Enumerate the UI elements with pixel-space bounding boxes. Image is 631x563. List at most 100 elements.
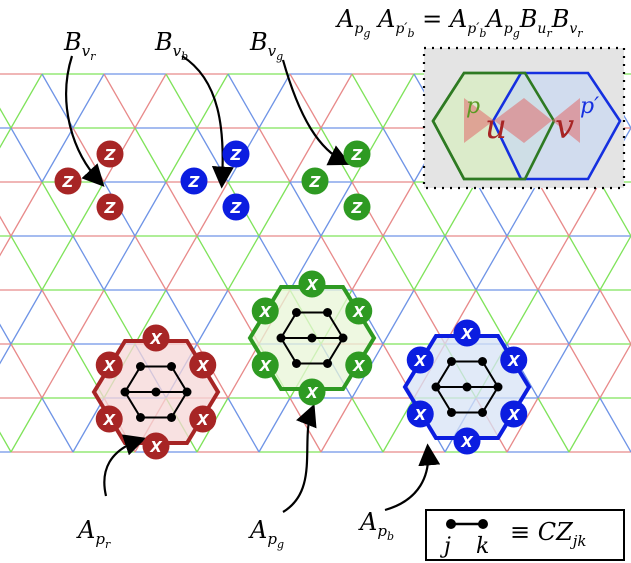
label-Apg: Apg: [248, 516, 284, 551]
legend-frame: [425, 509, 625, 561]
cz-node: [151, 387, 161, 397]
arrow-Bvb: [181, 55, 234, 189]
chip-circle: [500, 400, 528, 428]
x-chip-blue: X: [500, 346, 528, 374]
lattice-edge: [0, 235, 12, 257]
lattice-edge: [134, 235, 167, 291]
lattice-edge: [351, 235, 384, 291]
chip-circle: [180, 167, 208, 195]
cz-node-k: [478, 519, 488, 529]
lattice-edge: [0, 323, 12, 345]
x-chip-red: X: [142, 432, 170, 460]
lattice-edge: [10, 289, 43, 345]
x-chip-green: X: [251, 351, 279, 379]
operator-chips: Z Z Z Z Z Z Z Z Z X X X X X X X X X X X X X X X X X X: [54, 140, 528, 460]
arrow-Bvg: [281, 59, 351, 166]
lattice-edge: [599, 397, 631, 453]
inset-bowtie-v: [524, 98, 580, 143]
lattice-edge: [227, 235, 260, 291]
legend-equiv: ≡ CZjk: [510, 518, 587, 550]
chip-circle: [406, 400, 434, 428]
cz-node: [478, 356, 487, 366]
cz-node: [462, 382, 472, 392]
chip-circle: [301, 167, 329, 195]
cz-node: [338, 333, 348, 343]
lattice-edge: [134, 73, 167, 129]
chip-circle: [54, 167, 82, 195]
lattice-edge: [568, 235, 601, 291]
lattice-edge: [41, 181, 74, 237]
lattice-edge: [227, 397, 260, 453]
chip-letter: Z: [230, 146, 243, 164]
svg-text:Apg Ap′b = Ap′bApgBurBvr: Apg Ap′b = Ap′bApgBurBvr: [335, 5, 583, 40]
lattice-edge: [103, 235, 136, 291]
x-chip-blue: X: [406, 400, 434, 428]
arrow-Apr: [103, 434, 147, 497]
lattice-edge: [0, 107, 12, 129]
lattice-edge: [134, 289, 167, 345]
lattice-edge: [568, 343, 601, 399]
x-chip-blue: X: [406, 346, 434, 374]
x-chip-green: X: [298, 378, 326, 406]
lattice-edge: [289, 235, 322, 291]
z-chip-red: Z: [96, 140, 124, 168]
lattice-edge: [165, 181, 198, 237]
lattice-edge: [165, 73, 198, 129]
lattice-edge: [537, 181, 570, 237]
lattice-edge: [382, 127, 415, 183]
chip-letter: Z: [104, 199, 117, 217]
legend-k: k: [476, 534, 489, 559]
lattice-edge: [258, 235, 291, 291]
x-chip-green: X: [298, 270, 326, 298]
chip-circle: [222, 140, 250, 168]
lattice-edge: [227, 343, 260, 399]
lattice-edge: [72, 181, 105, 237]
label-Bvr: Bvr: [63, 28, 96, 63]
lattice-edge: [320, 181, 353, 237]
x-chip-red: X: [189, 351, 217, 379]
lattice-edge: [10, 73, 43, 129]
lattice-edge: [475, 289, 508, 345]
lattice-edge: [568, 397, 601, 453]
lattice-edge: [599, 181, 631, 237]
chip-circle: [406, 346, 434, 374]
chip-circle: [251, 351, 279, 379]
lattice-edge: [165, 289, 198, 345]
lattice-edge: [196, 235, 229, 291]
inset-p-prime-label: p′: [580, 94, 599, 119]
lattice-edge: [258, 181, 291, 237]
lattice-edge: [0, 127, 12, 149]
lattice-edge: [41, 289, 74, 345]
lattice-edge: [227, 73, 260, 129]
cz-node: [120, 387, 130, 397]
cz-node: [447, 408, 456, 418]
x-chip-blue: X: [453, 319, 481, 347]
x-chip-red: X: [95, 351, 123, 379]
chip-letter: X: [460, 325, 474, 343]
z-chip-red: Z: [96, 193, 124, 221]
chip-letter: X: [305, 384, 319, 402]
cz-node: [447, 356, 456, 366]
lattice-edge: [0, 343, 12, 365]
lattice-edge: [444, 181, 477, 237]
cz-node: [307, 333, 317, 343]
chip-circle: [453, 427, 481, 455]
cz-node-j: [446, 519, 456, 529]
lattice-edge: [475, 235, 508, 291]
cz-node: [323, 359, 332, 369]
chip-letter: X: [413, 406, 427, 424]
z-chip-green: Z: [343, 140, 371, 168]
legend-box: j k ≡ CZjk: [425, 509, 625, 561]
inset-bowtie-u: [464, 98, 524, 143]
lattice-edge: [289, 181, 322, 237]
chip-letter: Z: [188, 173, 201, 191]
chip-letter: X: [413, 352, 427, 370]
lattice-edge: [289, 73, 322, 129]
label-Apr: Apr: [76, 516, 111, 551]
chip-letter: X: [196, 357, 210, 375]
lattice-edge: [72, 289, 105, 345]
lattice-edge: [537, 235, 570, 291]
lattice-edge: [10, 343, 43, 399]
lattice-edge: [568, 181, 601, 237]
lattice-edge: [165, 127, 198, 183]
